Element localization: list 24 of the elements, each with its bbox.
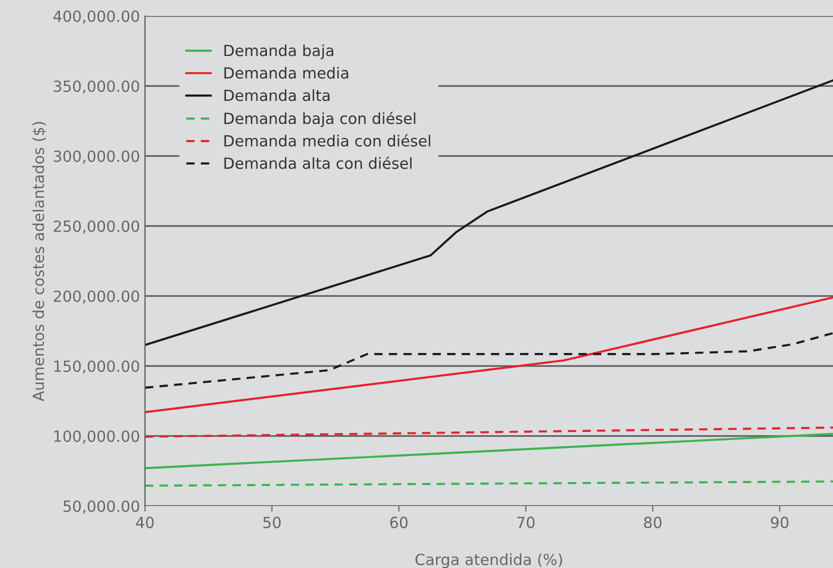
line-series (145, 79, 833, 346)
legend-label: Demanda media con diésel (224, 134, 430, 147)
y-tick-label: 100,000.00 (54, 430, 140, 444)
x-axis-title: Carga atendida (%) (416, 553, 562, 568)
x-tick-label: 60 (390, 516, 408, 528)
y-axis-title: Aumentos de costes adelantados ($) (32, 122, 46, 402)
y-tick-label: 250,000.00 (54, 220, 140, 234)
x-tick-label: 80 (644, 516, 662, 528)
y-tick-label: 200,000.00 (54, 290, 140, 304)
legend-label: Demanda alta con diésel (224, 156, 412, 170)
y-tick-label: 300,000.00 (54, 150, 140, 164)
y-tick-label: 50,000.00 (64, 500, 140, 514)
x-tick-label: 70 (517, 516, 535, 528)
legend-label: Demanda media (224, 66, 348, 79)
legend-label: Demanda alta (224, 89, 330, 102)
y-tick-label: 400,000.00 (53, 10, 140, 24)
y-tick-label: 150,000.00 (54, 360, 140, 374)
x-tick-label: 50 (263, 516, 281, 528)
y-tick-label: 350,000.00 (54, 80, 140, 94)
x-tick-label: 90 (770, 516, 788, 528)
legend-label: Demanda baja (224, 44, 334, 60)
line-series (145, 332, 833, 389)
legend-label: Demanda baja con diésel (224, 112, 416, 128)
x-tick-label: 40 (136, 516, 154, 528)
